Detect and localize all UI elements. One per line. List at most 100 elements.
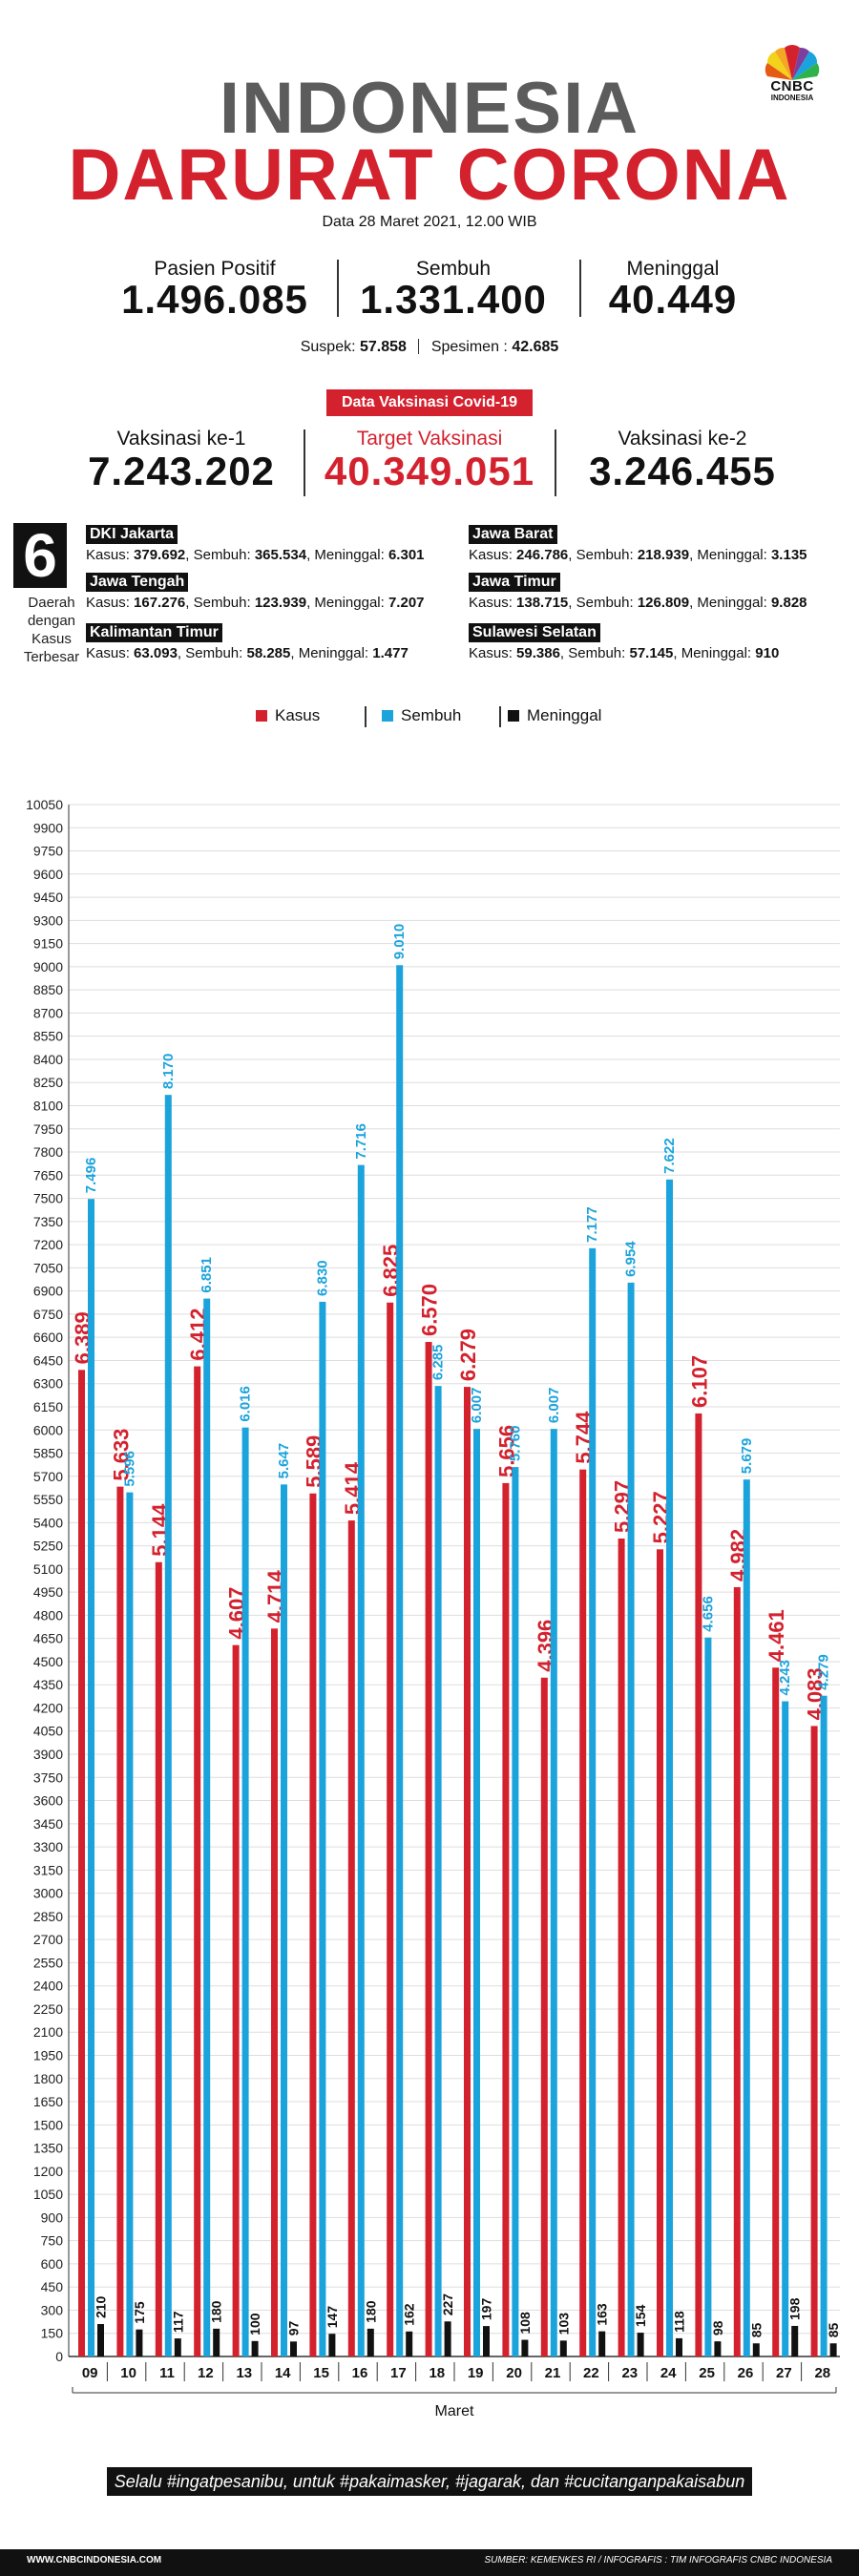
y-tick-label: 4800 (33, 1607, 63, 1623)
kasus-label: Kasus: (469, 595, 513, 611)
bar-meninggal (136, 2329, 143, 2356)
side-label-line: Kasus (31, 631, 72, 647)
y-tick-label: 6600 (33, 1330, 63, 1345)
bar-kasus (772, 1667, 780, 2356)
y-tick-label: 7500 (33, 1191, 63, 1206)
data-label-sembuh: 7.496 (83, 1158, 99, 1194)
x-tick-label: 16 (352, 2365, 368, 2381)
y-tick-label: 0 (55, 2349, 63, 2364)
vaksin-label-1: Vaksinasi ke-1 (116, 428, 246, 450)
bar-sembuh (589, 1247, 597, 2356)
kasus-label: Kasus: (86, 547, 130, 563)
y-tick-label: 7050 (33, 1260, 63, 1275)
bar-sembuh (357, 1164, 365, 2356)
y-tick-label: 6150 (33, 1399, 63, 1414)
spesimen-label: Spesimen : (430, 339, 508, 355)
data-label-meninggal: 97 (286, 2321, 302, 2336)
covid-bar-chart: 0 150 300 450 600 750 900 1050 1200 1350 1500 1650 1… (26, 797, 841, 2419)
y-tick-label: 6300 (33, 1376, 63, 1392)
bar-sembuh (782, 1701, 789, 2356)
bar-meninggal (213, 2328, 220, 2356)
bar-meninggal (714, 2341, 722, 2356)
bar-kasus (194, 1366, 201, 2356)
y-tick-label: 9750 (33, 844, 63, 859)
y-tick-label: 1050 (33, 2187, 63, 2202)
x-tick-label: 22 (583, 2365, 599, 2381)
data-label-sembuh: 5.596 (121, 1451, 137, 1487)
vaksin-value-1: 7.243.202 (88, 449, 275, 493)
bar-sembuh (319, 1301, 326, 2356)
legend-swatch-kasus (256, 710, 267, 722)
sembuh-label: Sembuh: (576, 547, 634, 563)
source-credit: SUMBER: KEMENKES RI / INFOGRAFIS : TIM I… (484, 2555, 832, 2566)
x-tick-label: 14 (275, 2365, 291, 2381)
bar-kasus (464, 1387, 471, 2356)
meninggal-value: 1.477 (372, 645, 409, 661)
y-tick-label: 5550 (33, 1492, 63, 1507)
bar-sembuh (88, 1199, 94, 2356)
x-tick-label: 13 (236, 2365, 252, 2381)
x-tick-label: 27 (776, 2365, 792, 2381)
data-label-meninggal: 210 (94, 2295, 109, 2318)
x-tick-label: 12 (198, 2365, 214, 2381)
data-label-kasus: 6.279 (456, 1329, 480, 1381)
sembuh-value: 58.285 (246, 645, 291, 661)
bar-meninggal (328, 2334, 336, 2356)
sembuh-value: 57.145 (629, 645, 674, 661)
y-tick-label: 8700 (33, 1005, 63, 1020)
y-tick-label: 600 (41, 2256, 64, 2272)
region-stats: Kasus: 63.093, Sembuh: 58.285, Meninggal… (86, 645, 409, 661)
side-label-line: Terbesar (23, 649, 80, 665)
y-tick-label: 6450 (33, 1352, 63, 1368)
kasus-value: 167.276 (134, 595, 186, 611)
x-tick-label: 21 (545, 2365, 561, 2381)
bar-kasus (810, 1726, 818, 2356)
y-tick-label: 2100 (33, 2024, 63, 2040)
y-tick-label: 5100 (33, 1561, 63, 1577)
bar-sembuh (203, 1298, 211, 2356)
vaksin-divider (304, 429, 305, 496)
y-tick-label: 8100 (33, 1098, 63, 1113)
y-tick-label: 2850 (33, 1909, 63, 1924)
suspek-line: Suspek: 57.858 Spesimen : 42.685 (0, 339, 859, 356)
meninggal-label: Meninggal: (681, 645, 752, 661)
data-label-meninggal: 197 (479, 2298, 494, 2321)
meninggal-value: 3.135 (770, 547, 807, 563)
y-tick-label: 7350 (33, 1214, 63, 1229)
bar-meninggal (174, 2338, 181, 2356)
region-side-label: Daerah dengan Kasus Terbesar (6, 594, 97, 666)
bar-sembuh (281, 1484, 287, 2356)
y-tick-label: 4050 (33, 1724, 63, 1739)
y-tick-label: 7650 (33, 1167, 63, 1183)
y-tick-label: 3150 (33, 1862, 63, 1877)
data-label-meninggal: 163 (595, 2303, 610, 2326)
spesimen-value: 42.685 (512, 339, 559, 355)
report-date: Data 28 Maret 2021, 12.00 WIB (322, 214, 537, 230)
bar-meninggal (290, 2341, 297, 2356)
kasus-value: 59.386 (516, 645, 560, 661)
bar-kasus (232, 1644, 240, 2356)
bar-sembuh (704, 1637, 712, 2356)
bar-kasus (695, 1413, 702, 2356)
bar-sembuh (666, 1179, 673, 2356)
y-tick-label: 7200 (33, 1237, 63, 1252)
legend-label: Sembuh (401, 706, 462, 724)
bar-kasus (733, 1586, 741, 2356)
bar-sembuh (241, 1427, 249, 2356)
bar-kasus (387, 1302, 394, 2356)
bar-sembuh (627, 1282, 635, 2356)
y-tick-label: 1800 (33, 2071, 63, 2086)
data-label-meninggal: 154 (633, 2305, 648, 2328)
y-tick-label: 3600 (33, 1793, 63, 1809)
data-label-sembuh: 9.010 (391, 924, 408, 960)
y-tick-label: 2250 (33, 2001, 63, 2017)
meninggal-label: Meninggal: (697, 595, 767, 611)
y-tick-label: 4500 (33, 1654, 63, 1669)
sembuh-label: Sembuh: (193, 595, 251, 611)
y-tick-label: 2400 (33, 1979, 63, 1994)
x-tick-label: 17 (390, 2365, 407, 2381)
y-tick-label: 5700 (33, 1469, 63, 1484)
sembuh-label: Sembuh: (193, 547, 251, 563)
footer-message: Selalu #ingatpesanibu, untuk #pakaimaske… (107, 2467, 752, 2496)
bar-meninggal (829, 2343, 837, 2356)
